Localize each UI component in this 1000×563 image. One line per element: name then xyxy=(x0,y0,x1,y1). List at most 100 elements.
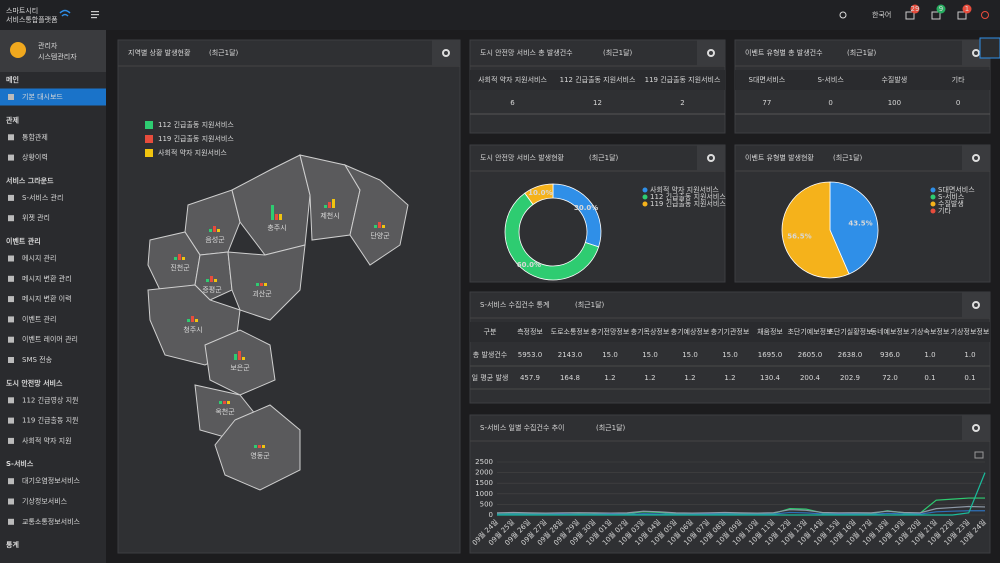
table-header xyxy=(470,70,725,90)
slice-label: 60.0% xyxy=(517,261,541,269)
table-header-cell: 구분 xyxy=(484,328,497,336)
table-cell: 100 xyxy=(888,99,901,107)
legend-label: 112 긴급출동 지원서비스 xyxy=(650,192,726,201)
chart-menu[interactable] xyxy=(974,451,984,459)
panel xyxy=(469,414,991,554)
table-cell: 1695.0 xyxy=(758,351,783,359)
menu-section: 메인 xyxy=(6,75,19,84)
table-header-cell: 측정정보 xyxy=(517,327,543,336)
menu-section: 통계 xyxy=(6,540,19,549)
region-label: 증평군 xyxy=(202,285,222,294)
top-bar xyxy=(0,0,1000,30)
table-header-cell: 충기기관정보 xyxy=(711,327,750,336)
gear-icon[interactable] xyxy=(972,49,980,57)
menu-icon xyxy=(8,417,14,424)
menu-icon xyxy=(8,94,14,100)
gear-icon[interactable] xyxy=(972,424,980,432)
panel-period: (최근1달) xyxy=(603,48,633,57)
map-region[interactable] xyxy=(204,329,276,396)
bell-icon[interactable] xyxy=(931,11,941,20)
pie-slice xyxy=(781,181,850,279)
badge-count: 1 xyxy=(965,5,969,13)
table-header-cell: 초단기실황정보 xyxy=(827,327,873,336)
menu-icon xyxy=(8,255,14,262)
region-bar xyxy=(187,319,190,322)
series-line xyxy=(496,510,985,515)
gear-icon[interactable] xyxy=(707,154,715,162)
table-cell: 457.9 xyxy=(520,374,540,382)
power-icon[interactable] xyxy=(981,11,989,19)
search-icon[interactable] xyxy=(839,11,847,19)
menu-icon xyxy=(8,154,14,161)
gear-icon[interactable] xyxy=(972,154,980,162)
panel-title: 이벤트 유형별 총 발생건수 xyxy=(745,48,823,57)
settings-button[interactable] xyxy=(962,292,990,318)
panel-period: (최근1달) xyxy=(833,153,863,162)
table-cell: 2 xyxy=(680,99,684,107)
y-tick-label: 2000 xyxy=(475,469,493,477)
gear-icon[interactable] xyxy=(972,301,980,309)
region-bar xyxy=(210,276,213,282)
settings-button[interactable] xyxy=(697,40,725,66)
menu-active xyxy=(0,88,106,106)
panel-period: (최근1달) xyxy=(589,153,619,162)
settings-button[interactable] xyxy=(432,40,460,66)
legend-dot xyxy=(930,194,936,200)
table-cell: 1.2 xyxy=(684,374,695,382)
region-bar xyxy=(242,357,245,360)
map-region[interactable] xyxy=(214,404,301,491)
slice-label: 10.0% xyxy=(528,189,552,197)
table-header-cell: 충기예상정보 xyxy=(671,327,710,336)
logo-icon xyxy=(59,9,71,17)
legend-dot xyxy=(642,187,648,193)
table-cell: 936.0 xyxy=(880,351,900,359)
region-bar xyxy=(195,319,198,322)
map-region[interactable] xyxy=(227,244,306,321)
y-tick-label: 0 xyxy=(489,511,493,519)
menu-item: 119 긴급출동 지원 xyxy=(22,416,78,425)
settings-button[interactable] xyxy=(962,415,990,441)
map-region[interactable] xyxy=(194,251,233,301)
menu-item: 기본 대시보드 xyxy=(22,92,63,101)
panel-title: 이벤트 유형별 발생현황 xyxy=(745,153,814,162)
region-bar xyxy=(227,401,230,404)
legend-dot xyxy=(930,201,936,207)
region-bar xyxy=(382,225,385,228)
table-cell: 6 xyxy=(510,99,515,107)
region-bar xyxy=(262,445,265,448)
y-tick-label: 2500 xyxy=(475,458,493,466)
legend-label: 기타 xyxy=(938,206,951,215)
legend-label: 사회적 약자 지원서비스 xyxy=(650,185,719,194)
language[interactable]: 한국어 xyxy=(872,10,891,19)
gear-icon[interactable] xyxy=(442,49,450,57)
region-label: 청주시 xyxy=(183,326,202,334)
table-cell: 1.2 xyxy=(604,374,615,382)
menu-item: 사회적 약자 지원 xyxy=(22,436,72,445)
panel-period: (최근1달) xyxy=(847,48,877,57)
y-tick-label: 1500 xyxy=(475,479,493,487)
region-bar xyxy=(214,279,217,282)
settings-button[interactable] xyxy=(962,145,990,171)
table-header-cell: 충기전망정보 xyxy=(591,327,630,336)
table-header-cell: S-서비스 xyxy=(817,75,844,84)
map-region[interactable] xyxy=(343,163,409,266)
table-cell: 200.4 xyxy=(800,374,821,382)
user-name: 관리자 xyxy=(38,41,58,50)
gear-icon[interactable] xyxy=(707,49,715,57)
region-bar xyxy=(256,283,259,286)
menu-toggle[interactable] xyxy=(91,11,99,19)
settings-button[interactable] xyxy=(697,145,725,171)
bell-icon[interactable] xyxy=(957,11,967,20)
region-bar xyxy=(238,351,241,360)
floating-settings[interactable] xyxy=(979,37,1000,59)
region-bar xyxy=(328,202,331,208)
table-header-cell: 초단기예보정보 xyxy=(787,327,833,336)
region-label: 영동군 xyxy=(250,451,270,460)
table-cell: 5953.0 xyxy=(518,351,543,359)
table-cell: 2143.0 xyxy=(558,351,583,359)
bell-icon[interactable] xyxy=(905,11,915,20)
region-bar xyxy=(260,283,263,286)
legend-label: S-서비스 xyxy=(938,192,965,201)
table-header-cell: 기상속보정보 xyxy=(911,327,950,336)
